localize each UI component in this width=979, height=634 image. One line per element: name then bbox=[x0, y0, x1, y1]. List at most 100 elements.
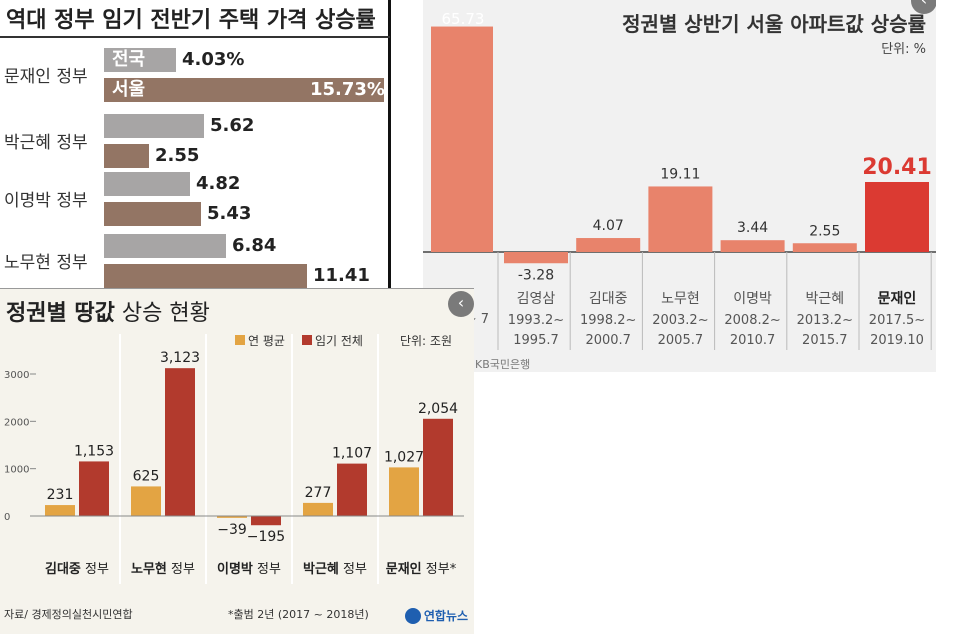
value-label: −195 bbox=[247, 529, 285, 545]
category-label: 노무현 정부 bbox=[131, 561, 195, 577]
chart-3-footnote: *출범 2년 (2017 ~ 2018년) bbox=[228, 608, 369, 621]
value-label: 11.41 bbox=[313, 265, 370, 286]
panel-border bbox=[0, 0, 391, 290]
y-tick-label: 2000 bbox=[4, 417, 29, 428]
chart-2-plot: 65.732~ 7-3.28김영삼1993.2~1995.74.07김대중199… bbox=[423, 10, 936, 371]
period-label: 2015.7 bbox=[802, 333, 848, 348]
value-label: 4.82 bbox=[196, 173, 241, 194]
yonhap-logo-text: 연합뉴스 bbox=[423, 609, 468, 623]
bar-term-total bbox=[423, 418, 453, 516]
value-label: 625 bbox=[133, 468, 160, 484]
chart-3-title-suffix: 상승 현황 bbox=[121, 301, 210, 326]
period-label: 2008.2~ bbox=[724, 313, 780, 328]
period-label: 1995.7 bbox=[513, 333, 559, 348]
chart-3-plot: 연 평균 임기 전체 단위: 조원 3000 2000 1000 0 231 1,153 김대중 … bbox=[4, 334, 464, 584]
bar bbox=[865, 181, 929, 252]
value-label: 6.84 bbox=[232, 235, 277, 256]
period-label: 2003.2~ bbox=[652, 313, 708, 328]
back-chevron-icon[interactable]: ‹ bbox=[448, 291, 474, 317]
value-label: 4.03% bbox=[182, 49, 245, 70]
chart-2: 정권별 상반기 서울 아파트값 상승률 단위: % ‹ 65.732~ 7-3.… bbox=[423, 0, 936, 372]
bar-annual-avg bbox=[303, 502, 333, 516]
value-label: 1,107 bbox=[332, 446, 372, 462]
bar-term-total bbox=[251, 516, 281, 526]
category-label: 박근혜 bbox=[805, 291, 844, 307]
y-tick-label: 1000 bbox=[4, 465, 29, 476]
bar-national bbox=[104, 114, 204, 138]
period-label: 2017.5~ bbox=[869, 313, 925, 328]
legend-label: 임기 전체 bbox=[315, 334, 363, 348]
chart-1: 역대 정부 임기 전반기 주택 가격 상승률 문재인 정부 전국 4.03% 서울 15… bbox=[0, 0, 393, 290]
value-label: 65.73 bbox=[442, 10, 485, 28]
bar-annual-avg bbox=[131, 486, 161, 516]
chart-3-source: 자료/ 경제정의실천시민연합 bbox=[4, 608, 133, 621]
bar-seoul bbox=[104, 202, 201, 226]
bar-national bbox=[104, 234, 226, 258]
y-tick-label: 3000 bbox=[4, 370, 29, 381]
period-label: 2019.10 bbox=[870, 333, 924, 348]
chart-3: 정권별 땅값 상승 현황 ‹ 연 평균 임기 전체 단위: 조원 3000 2000 10… bbox=[0, 288, 474, 634]
value-label: 2.55 bbox=[155, 145, 200, 166]
category-label: 김대중 정부 bbox=[45, 562, 109, 577]
category-label: 문재인 정부* bbox=[386, 561, 457, 577]
bar-seoul bbox=[104, 144, 149, 168]
legend-swatch bbox=[302, 335, 312, 345]
period-label: 1993.2~ bbox=[508, 313, 564, 328]
legend-label: 연 평균 bbox=[248, 334, 285, 348]
value-label: −39 bbox=[217, 522, 247, 538]
value-label: 20.41 bbox=[862, 155, 932, 180]
category-label: 김영삼 bbox=[517, 291, 556, 307]
category-label: 김대중 bbox=[589, 291, 628, 307]
category-label: 노무현 정부 bbox=[4, 253, 88, 273]
bar-term-total bbox=[165, 368, 195, 516]
value-label: 1,153 bbox=[74, 443, 114, 459]
yonhap-logo-icon bbox=[404, 607, 421, 624]
category-label: 이명박 정부 bbox=[4, 191, 88, 211]
bar-partial bbox=[431, 26, 493, 253]
bar-term-total bbox=[79, 461, 109, 516]
back-chevron-icon[interactable]: ‹ bbox=[911, 0, 936, 14]
value-label: 231 bbox=[47, 487, 74, 503]
bar-annual-avg bbox=[45, 505, 75, 516]
category-label: 박근혜 정부 bbox=[4, 133, 88, 153]
value-label: 3.44 bbox=[737, 220, 768, 236]
series-name-in-bar: 서울 bbox=[112, 79, 146, 100]
category-label: 박근혜 정부 bbox=[303, 561, 367, 577]
category-label: 이명박 bbox=[733, 291, 772, 307]
chart-1-title: 역대 정부 임기 전반기 주택 가격 상승률 bbox=[6, 8, 376, 33]
value-label: 4.07 bbox=[593, 218, 624, 234]
bar bbox=[504, 252, 568, 264]
bar bbox=[648, 186, 713, 252]
chart-3-unit: 단위: 조원 bbox=[400, 334, 452, 348]
chart-3-title: 정권별 땅값 상승 현황 bbox=[6, 295, 210, 327]
bar-seoul bbox=[104, 78, 384, 102]
period-label: 2013.2~ bbox=[797, 313, 853, 328]
title-rule bbox=[0, 36, 390, 38]
value-label: -3.28 bbox=[518, 267, 554, 283]
bar-national bbox=[104, 48, 176, 72]
bar-annual-avg bbox=[217, 516, 247, 518]
value-label: 1,027 bbox=[384, 449, 424, 465]
y-tick-label: 0 bbox=[4, 512, 10, 523]
chart-2-unit: 단위: % bbox=[881, 42, 926, 57]
chart-2-title: 정권별 상반기 서울 아파트값 상승률 bbox=[622, 12, 926, 36]
yonhap-logo: 연합뉴스 bbox=[404, 607, 468, 624]
value-label: 2.55 bbox=[809, 223, 840, 239]
value-label: 5.62 bbox=[210, 115, 255, 136]
category-label: 문재인 정부 bbox=[4, 67, 88, 87]
bar bbox=[792, 243, 857, 252]
bar-term-total bbox=[337, 463, 367, 516]
bar bbox=[720, 240, 785, 252]
legend-swatch bbox=[235, 335, 245, 345]
period-label: 2000.7 bbox=[585, 333, 631, 348]
value-label: 5.43 bbox=[207, 203, 252, 224]
value-label: 15.73% bbox=[310, 79, 385, 100]
series-name-in-bar: 전국 bbox=[112, 49, 146, 70]
category-label: 이명박 정부 bbox=[217, 561, 281, 577]
bar-seoul bbox=[104, 264, 307, 288]
value-label: 3,123 bbox=[160, 350, 200, 366]
value-label: 277 bbox=[305, 485, 332, 501]
category-label: 문재인 bbox=[878, 290, 917, 307]
value-label: 19.11 bbox=[660, 166, 700, 182]
bar-national bbox=[104, 172, 190, 196]
